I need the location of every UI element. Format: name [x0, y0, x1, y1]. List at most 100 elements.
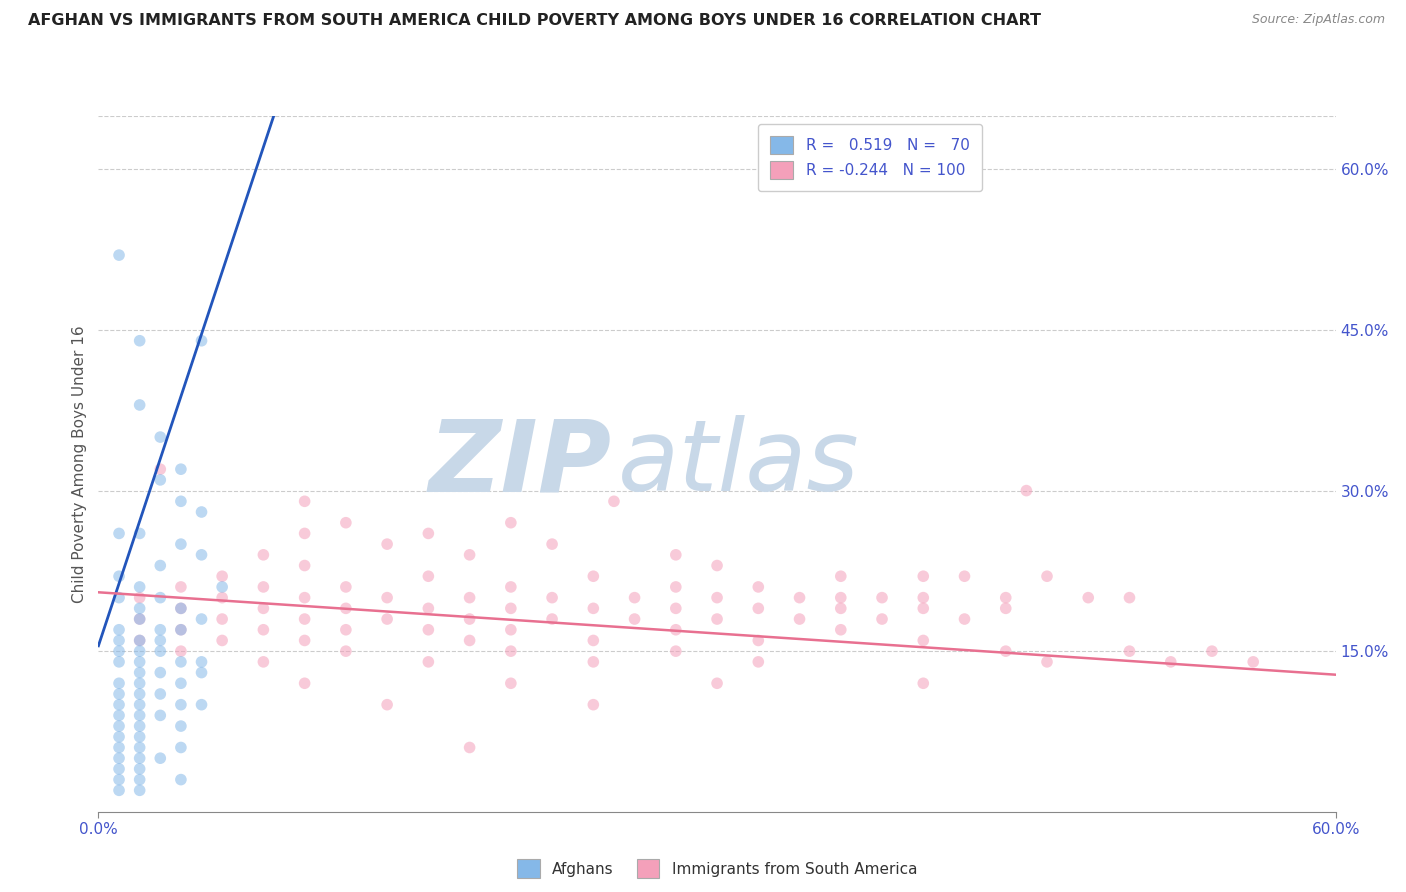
Point	[149, 473, 172, 487]
Text: AFGHAN VS IMMIGRANTS FROM SOUTH AMERICA CHILD POVERTY AMONG BOYS UNDER 16 CORREL: AFGHAN VS IMMIGRANTS FROM SOUTH AMERICA …	[28, 13, 1040, 29]
Text: ZIP: ZIP	[429, 416, 612, 512]
Point	[170, 623, 193, 637]
Point	[128, 676, 150, 690]
Point	[1118, 644, 1140, 658]
Point	[128, 334, 150, 348]
Point	[706, 558, 728, 573]
Point	[994, 644, 1017, 658]
Point	[830, 591, 852, 605]
Point	[128, 762, 150, 776]
Point	[211, 569, 233, 583]
Point	[128, 612, 150, 626]
Point	[747, 633, 769, 648]
Point	[149, 687, 172, 701]
Point	[665, 601, 688, 615]
Point	[108, 772, 131, 787]
Point	[418, 623, 440, 637]
Point	[128, 740, 150, 755]
Point	[211, 591, 233, 605]
Point	[294, 494, 316, 508]
Point	[582, 601, 605, 615]
Point	[541, 537, 564, 551]
Point	[128, 633, 150, 648]
Point	[294, 591, 316, 605]
Point	[458, 633, 481, 648]
Point	[375, 612, 398, 626]
Point	[190, 612, 212, 626]
Point	[603, 494, 626, 508]
Point	[665, 548, 688, 562]
Point	[1241, 655, 1264, 669]
Point	[499, 601, 522, 615]
Point	[170, 537, 193, 551]
Point	[128, 644, 150, 658]
Point	[1036, 569, 1059, 583]
Point	[458, 548, 481, 562]
Point	[149, 462, 172, 476]
Point	[1118, 591, 1140, 605]
Point	[1160, 655, 1182, 669]
Point	[870, 591, 893, 605]
Point	[108, 591, 131, 605]
Point	[108, 751, 131, 765]
Point	[149, 708, 172, 723]
Point	[190, 548, 212, 562]
Point	[582, 698, 605, 712]
Point	[375, 698, 398, 712]
Point	[190, 655, 212, 669]
Point	[128, 580, 150, 594]
Point	[190, 665, 212, 680]
Point	[128, 708, 150, 723]
Point	[912, 569, 935, 583]
Point	[108, 569, 131, 583]
Point	[335, 516, 357, 530]
Point	[108, 730, 131, 744]
Point	[294, 676, 316, 690]
Point	[582, 655, 605, 669]
Point	[170, 676, 193, 690]
Point	[375, 591, 398, 605]
Point	[665, 580, 688, 594]
Point	[912, 633, 935, 648]
Point	[108, 740, 131, 755]
Point	[128, 655, 150, 669]
Point	[190, 698, 212, 712]
Point	[994, 591, 1017, 605]
Point	[458, 612, 481, 626]
Point	[1077, 591, 1099, 605]
Point	[665, 623, 688, 637]
Point	[252, 548, 274, 562]
Point	[128, 526, 150, 541]
Point	[252, 623, 274, 637]
Point	[1201, 644, 1223, 658]
Point	[128, 730, 150, 744]
Point	[149, 751, 172, 765]
Point	[418, 526, 440, 541]
Point	[128, 591, 150, 605]
Point	[706, 591, 728, 605]
Point	[1015, 483, 1038, 498]
Point	[294, 612, 316, 626]
Point	[541, 612, 564, 626]
Point	[499, 676, 522, 690]
Point	[108, 248, 131, 262]
Point	[190, 505, 212, 519]
Point	[170, 644, 193, 658]
Text: atlas: atlas	[619, 416, 859, 512]
Point	[108, 526, 131, 541]
Point	[499, 623, 522, 637]
Point	[170, 740, 193, 755]
Point	[170, 462, 193, 476]
Point	[170, 601, 193, 615]
Point	[994, 601, 1017, 615]
Point	[294, 526, 316, 541]
Point	[108, 719, 131, 733]
Point	[128, 633, 150, 648]
Point	[170, 655, 193, 669]
Point	[170, 580, 193, 594]
Point	[211, 580, 233, 594]
Point	[458, 591, 481, 605]
Point	[170, 601, 193, 615]
Point	[706, 676, 728, 690]
Point	[108, 698, 131, 712]
